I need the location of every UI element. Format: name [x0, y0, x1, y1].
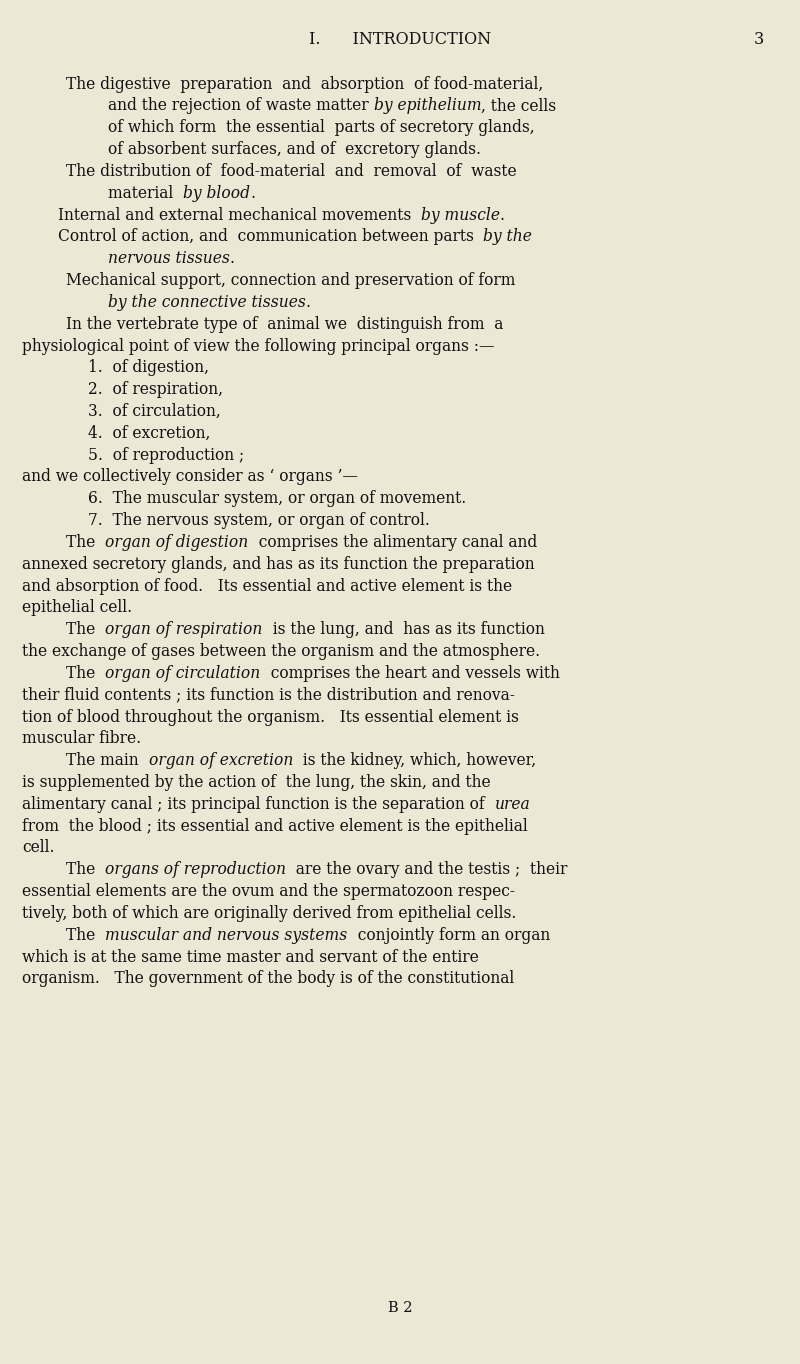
Text: 3.  of circulation,: 3. of circulation,	[88, 402, 221, 420]
Text: muscular fibre.: muscular fibre.	[22, 730, 142, 747]
Text: is the lung, and  has as its function: is the lung, and has as its function	[262, 621, 545, 638]
Text: The distribution of  food-material  and  removal  of  waste: The distribution of food-material and re…	[66, 162, 517, 180]
Text: Control of action, and  communication between parts: Control of action, and communication bet…	[58, 228, 483, 246]
Text: I.  INTRODUCTION: I. INTRODUCTION	[309, 30, 491, 48]
Text: .: .	[250, 184, 255, 202]
Text: of which form  the essential  parts of secretory glands,: of which form the essential parts of sec…	[108, 119, 534, 136]
Text: 1.  of digestion,: 1. of digestion,	[88, 359, 209, 376]
Text: by muscle: by muscle	[421, 206, 499, 224]
Text: epithelial cell.: epithelial cell.	[22, 599, 133, 617]
Text: organism.   The government of the body is of the constitutional: organism. The government of the body is …	[22, 970, 514, 988]
Text: 2.  of respiration,: 2. of respiration,	[88, 381, 223, 398]
Text: and the rejection of waste matter: and the rejection of waste matter	[108, 97, 374, 115]
Text: by epithelium: by epithelium	[374, 97, 481, 115]
Text: by the: by the	[483, 228, 532, 246]
Text: annexed secretory glands, and has as its function the preparation: annexed secretory glands, and has as its…	[22, 555, 535, 573]
Text: 7.  The nervous system, or organ of control.: 7. The nervous system, or organ of contr…	[88, 512, 430, 529]
Text: comprises the alimentary canal and: comprises the alimentary canal and	[249, 533, 537, 551]
Text: of absorbent surfaces, and of  excretory glands.: of absorbent surfaces, and of excretory …	[108, 140, 481, 158]
Text: their fluid contents ; its function is the distribution and renova-: their fluid contents ; its function is t…	[22, 686, 515, 704]
Text: comprises the heart and vessels with: comprises the heart and vessels with	[261, 664, 559, 682]
Text: alimentary canal ; its principal function is the separation of: alimentary canal ; its principal functio…	[22, 795, 494, 813]
Text: The: The	[66, 926, 106, 944]
Text: organ of digestion: organ of digestion	[106, 533, 249, 551]
Text: The digestive  preparation  and  absorption  of food-material,: The digestive preparation and absorption…	[66, 75, 544, 93]
Text: Internal and external mechanical movements: Internal and external mechanical movemen…	[58, 206, 421, 224]
Text: , the cells: , the cells	[481, 97, 556, 115]
Text: 4.  of excretion,: 4. of excretion,	[88, 424, 210, 442]
Text: tion of blood throughout the organism.   Its essential element is: tion of blood throughout the organism. I…	[22, 708, 519, 726]
Text: nervous tissues: nervous tissues	[108, 250, 230, 267]
Text: In the vertebrate type of  animal we  distinguish from  a: In the vertebrate type of animal we dist…	[66, 315, 504, 333]
Text: organs of reproduction: organs of reproduction	[106, 861, 286, 878]
Text: physiological point of view the following principal organs :—: physiological point of view the followin…	[22, 337, 494, 355]
Text: The main: The main	[66, 752, 149, 769]
Text: are the ovary and the testis ;  their: are the ovary and the testis ; their	[286, 861, 568, 878]
Text: 5.  of reproduction ;: 5. of reproduction ;	[88, 446, 244, 464]
Text: B 2: B 2	[388, 1301, 412, 1315]
Text: and we collectively consider as ‘ organs ’—: and we collectively consider as ‘ organs…	[22, 468, 358, 486]
Text: essential elements are the ovum and the spermatozoon respec-: essential elements are the ovum and the …	[22, 883, 515, 900]
Text: by blood: by blood	[183, 184, 250, 202]
Text: is the kidney, which, however,: is the kidney, which, however,	[293, 752, 536, 769]
Text: organ of excretion: organ of excretion	[149, 752, 293, 769]
Text: The: The	[66, 861, 106, 878]
Text: 6.  The muscular system, or organ of movement.: 6. The muscular system, or organ of move…	[88, 490, 466, 507]
Text: material: material	[108, 184, 183, 202]
Text: urea: urea	[494, 795, 530, 813]
Text: 3: 3	[754, 30, 764, 48]
Text: .: .	[230, 250, 235, 267]
Text: organ of respiration: organ of respiration	[106, 621, 262, 638]
Text: which is at the same time master and servant of the entire: which is at the same time master and ser…	[22, 948, 479, 966]
Text: .: .	[499, 206, 505, 224]
Text: cell.: cell.	[22, 839, 55, 857]
Text: muscular and nervous systems: muscular and nervous systems	[106, 926, 348, 944]
Text: and absorption of food.   Its essential and active element is the: and absorption of food. Its essential an…	[22, 577, 513, 595]
Text: organ of circulation: organ of circulation	[106, 664, 261, 682]
Text: by the connective tissues: by the connective tissues	[108, 293, 306, 311]
Text: from  the blood ; its essential and active element is the epithelial: from the blood ; its essential and activ…	[22, 817, 528, 835]
Text: Mechanical support, connection and preservation of form: Mechanical support, connection and prese…	[66, 271, 516, 289]
Text: .: .	[306, 293, 311, 311]
Text: is supplemented by the action of  the lung, the skin, and the: is supplemented by the action of the lun…	[22, 773, 491, 791]
Text: the exchange of gases between the organism and the atmosphere.: the exchange of gases between the organi…	[22, 642, 541, 660]
Text: tively, both of which are originally derived from epithelial cells.: tively, both of which are originally der…	[22, 904, 517, 922]
Text: The: The	[66, 621, 106, 638]
Text: conjointly form an organ: conjointly form an organ	[348, 926, 550, 944]
Text: The: The	[66, 533, 106, 551]
Text: The: The	[66, 664, 106, 682]
